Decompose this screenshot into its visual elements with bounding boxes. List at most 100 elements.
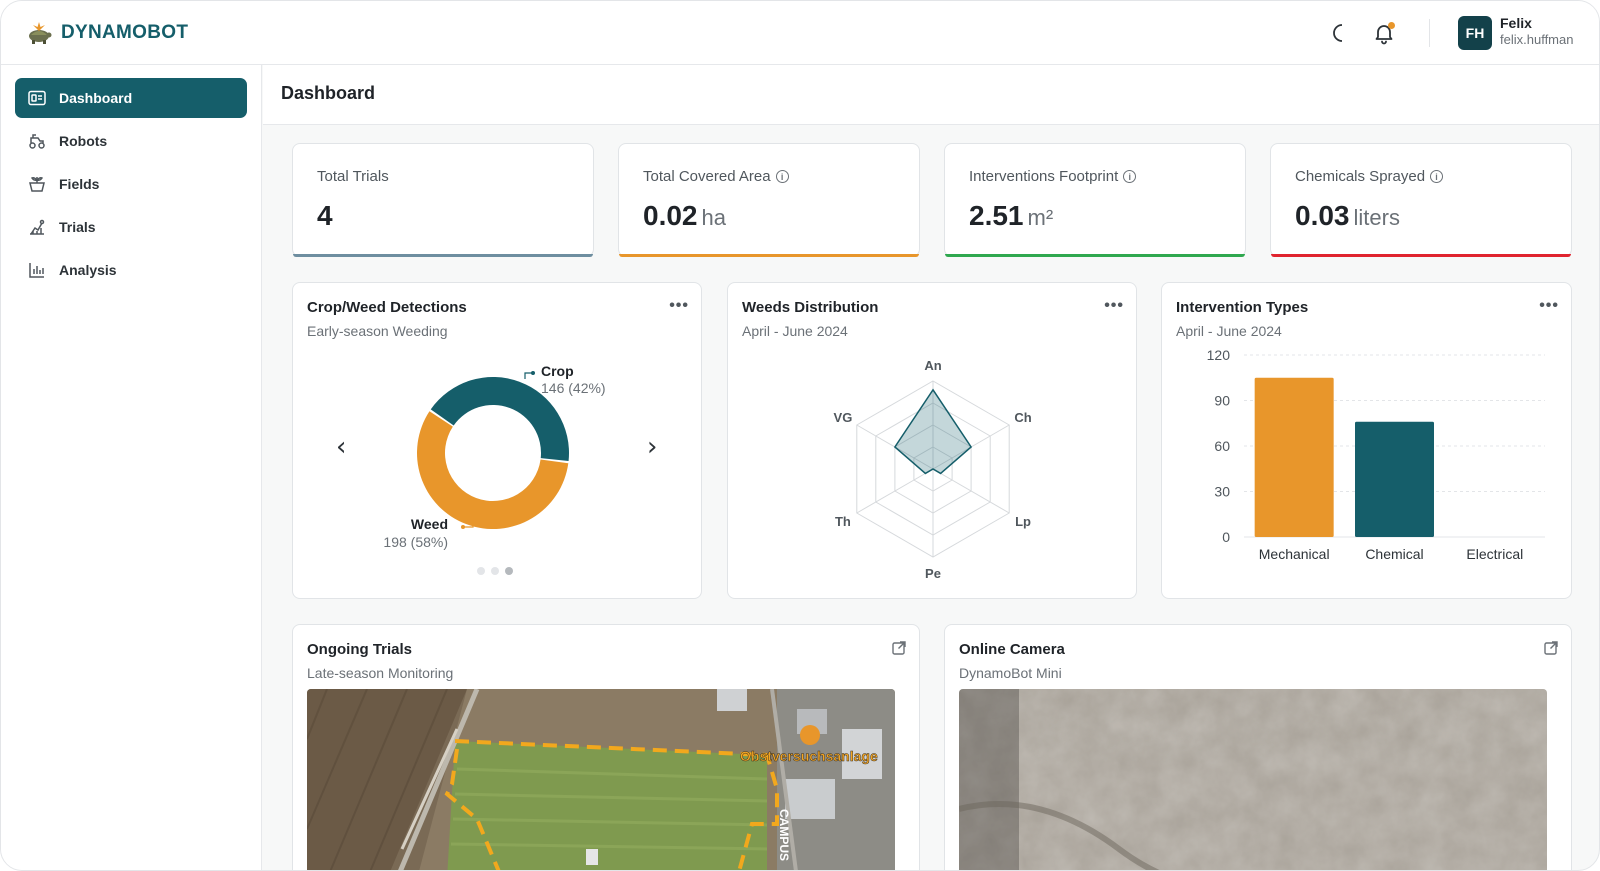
- stat-label-text: Total Covered Area: [643, 168, 771, 185]
- avatar[interactable]: FH: [1458, 16, 1492, 50]
- turtle-logo-icon: [29, 22, 52, 44]
- weed-leader-dot: [461, 525, 465, 529]
- card-ongoing-trials: Ongoing Trials Late-season Monitoring: [292, 624, 920, 870]
- camera-feed[interactable]: [959, 689, 1547, 870]
- info-icon[interactable]: i: [1123, 170, 1137, 183]
- stat-card-total-trials: Total Trials 4: [292, 143, 594, 257]
- card-title: Ongoing Trials: [307, 641, 413, 658]
- stat-card-interventions-footprint: Interventions Footprint i 2.51 m²: [944, 143, 1246, 257]
- field-icon: [29, 177, 45, 192]
- radar-chart: An Ch Lp Pe Th VG: [834, 358, 1032, 581]
- radar-series-area[interactable]: [893, 388, 973, 475]
- info-icon[interactable]: i: [1430, 170, 1444, 183]
- weed-leader-line: [463, 523, 474, 528]
- stat-value: 0.03 liters: [1295, 200, 1400, 232]
- notifications-button[interactable]: [1372, 21, 1396, 45]
- brand-name: DYNAMOBOT: [61, 22, 189, 43]
- external-link-icon[interactable]: [891, 640, 907, 656]
- page-title: Dashboard: [281, 83, 376, 103]
- bell-icon: [1375, 25, 1393, 45]
- stat-unit: liters: [1353, 205, 1400, 230]
- sidebar: Dashboard Robots Fields Trials: [1, 65, 262, 870]
- card-weeds-distribution: Weeds Distribution April - June 2024 •••…: [727, 282, 1137, 599]
- top-bar: DYNAMOBOT FH Felix felix.huffman: [1, 1, 1599, 65]
- sidebar-item-trials[interactable]: Trials: [15, 207, 247, 247]
- stat-label: Chemicals Sprayed i: [1295, 168, 1444, 185]
- bar-chemical[interactable]: [1355, 421, 1434, 537]
- user-name[interactable]: Felix: [1500, 15, 1532, 31]
- y-tick-label: 30: [1214, 484, 1230, 500]
- radar-spoke: [856, 468, 934, 514]
- carousel-dot[interactable]: [477, 567, 485, 575]
- card-online-camera: Online Camera DynamoBot Mini: [944, 624, 1572, 870]
- more-options-button[interactable]: •••: [1104, 297, 1124, 314]
- sidebar-item-fields[interactable]: Fields: [15, 164, 247, 204]
- dashboard-icon: [28, 90, 46, 106]
- x-tick-label: Chemical: [1365, 546, 1423, 562]
- radar-axis-label: Lp: [1015, 514, 1031, 529]
- analysis-icon: [29, 263, 44, 278]
- stat-label: Interventions Footprint i: [969, 168, 1137, 185]
- info-icon[interactable]: i: [775, 170, 789, 183]
- brand-logo[interactable]: DYNAMOBOT: [25, 19, 188, 47]
- donut-value-weed: 198 (58%): [383, 534, 448, 550]
- map-pin-icon[interactable]: [800, 725, 820, 745]
- carousel-next-button[interactable]: ›: [647, 432, 657, 462]
- more-options-button[interactable]: •••: [669, 297, 689, 314]
- sidebar-item-robots[interactable]: Robots: [15, 121, 247, 161]
- card-subtitle: April - June 2024: [1176, 323, 1282, 339]
- map-road-label: CAMPUS: [777, 809, 791, 861]
- sidebar-item-label: Analysis: [59, 262, 117, 278]
- crop-leader-dot: [531, 371, 535, 375]
- stat-unit: m²: [1027, 205, 1054, 230]
- carousel-prev-button[interactable]: ‹: [336, 432, 346, 462]
- moon-icon: [1333, 24, 1343, 42]
- card-title: Online Camera: [959, 641, 1065, 658]
- stat-label-text: Chemicals Sprayed: [1295, 168, 1426, 185]
- sidebar-item-dashboard[interactable]: Dashboard: [15, 78, 247, 118]
- trial-map[interactable]: Obstversuchsanlage CAMPUS: [307, 689, 895, 870]
- external-link-icon[interactable]: [1543, 640, 1559, 656]
- stat-card-chemicals-sprayed: Chemicals Sprayed i 0.03 liters: [1270, 143, 1572, 257]
- x-tick-label: Mechanical: [1259, 546, 1330, 562]
- user-handle: felix.huffman: [1500, 32, 1574, 47]
- y-tick-label: 120: [1207, 347, 1231, 363]
- card-subtitle: DynamoBot Mini: [959, 665, 1062, 681]
- card-subtitle: Late-season Monitoring: [307, 665, 454, 681]
- theme-toggle-button[interactable]: [1327, 21, 1351, 45]
- stat-value: 0.02 ha: [643, 200, 726, 232]
- stat-value: 4: [317, 200, 333, 232]
- radar-axis-label: Th: [835, 514, 851, 529]
- robot-icon: [29, 134, 45, 149]
- carousel-dot[interactable]: [491, 567, 499, 575]
- x-tick-label: Electrical: [1466, 546, 1523, 562]
- bar-mechanical[interactable]: [1254, 377, 1334, 537]
- sidebar-item-label: Fields: [59, 176, 100, 192]
- donut-slice-weed[interactable]: [417, 411, 569, 529]
- y-tick-label: 60: [1214, 438, 1230, 454]
- card-title: Weeds Distribution: [742, 299, 879, 316]
- robot-marker[interactable]: [586, 849, 598, 865]
- stat-accent-bar: [945, 254, 1245, 257]
- stat-accent-bar: [619, 254, 919, 257]
- camera-frame-image: [959, 689, 1547, 870]
- page-header: Dashboard: [263, 65, 1599, 125]
- topbar-divider: [1429, 19, 1430, 47]
- radar-axis-label: VG: [834, 410, 853, 425]
- sidebar-item-label: Trials: [59, 219, 96, 235]
- stat-value: 2.51 m²: [969, 200, 1053, 232]
- sidebar-item-analysis[interactable]: Analysis: [15, 250, 247, 290]
- stat-unit: ha: [701, 205, 726, 230]
- bar-chart: 0 30 60 90 120 Mechanical Chemical Electrical: [1207, 347, 1545, 562]
- satellite-map-image: Obstversuchsanlage CAMPUS: [307, 689, 895, 870]
- carousel-dot[interactable]: [505, 567, 513, 575]
- stat-number: 0.03: [1295, 200, 1350, 231]
- card-crop-weed-detections: Crop/Weed Detections Early-season Weedin…: [292, 282, 702, 599]
- more-options-button[interactable]: •••: [1539, 297, 1559, 314]
- donut-slice-crop[interactable]: [430, 377, 569, 462]
- radar-spoke: [932, 468, 1010, 514]
- donut-label-weed: Weed: [411, 516, 448, 532]
- radar-axis-label: Pe: [925, 566, 941, 581]
